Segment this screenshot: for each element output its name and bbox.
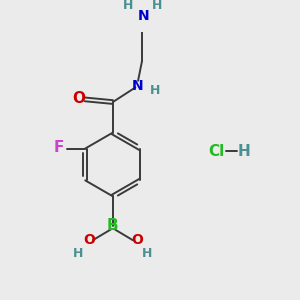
Text: O: O	[73, 91, 85, 106]
Text: F: F	[53, 140, 64, 155]
Text: H: H	[123, 0, 134, 12]
Text: H: H	[73, 248, 83, 260]
Text: B: B	[107, 218, 118, 233]
Text: H: H	[238, 144, 250, 159]
Text: H: H	[152, 0, 163, 12]
Text: H: H	[142, 248, 152, 260]
Text: O: O	[131, 233, 143, 247]
Text: H: H	[150, 84, 160, 97]
Text: N: N	[137, 9, 149, 23]
Text: N: N	[132, 79, 144, 93]
Text: Cl: Cl	[208, 144, 224, 159]
Text: O: O	[83, 233, 95, 247]
